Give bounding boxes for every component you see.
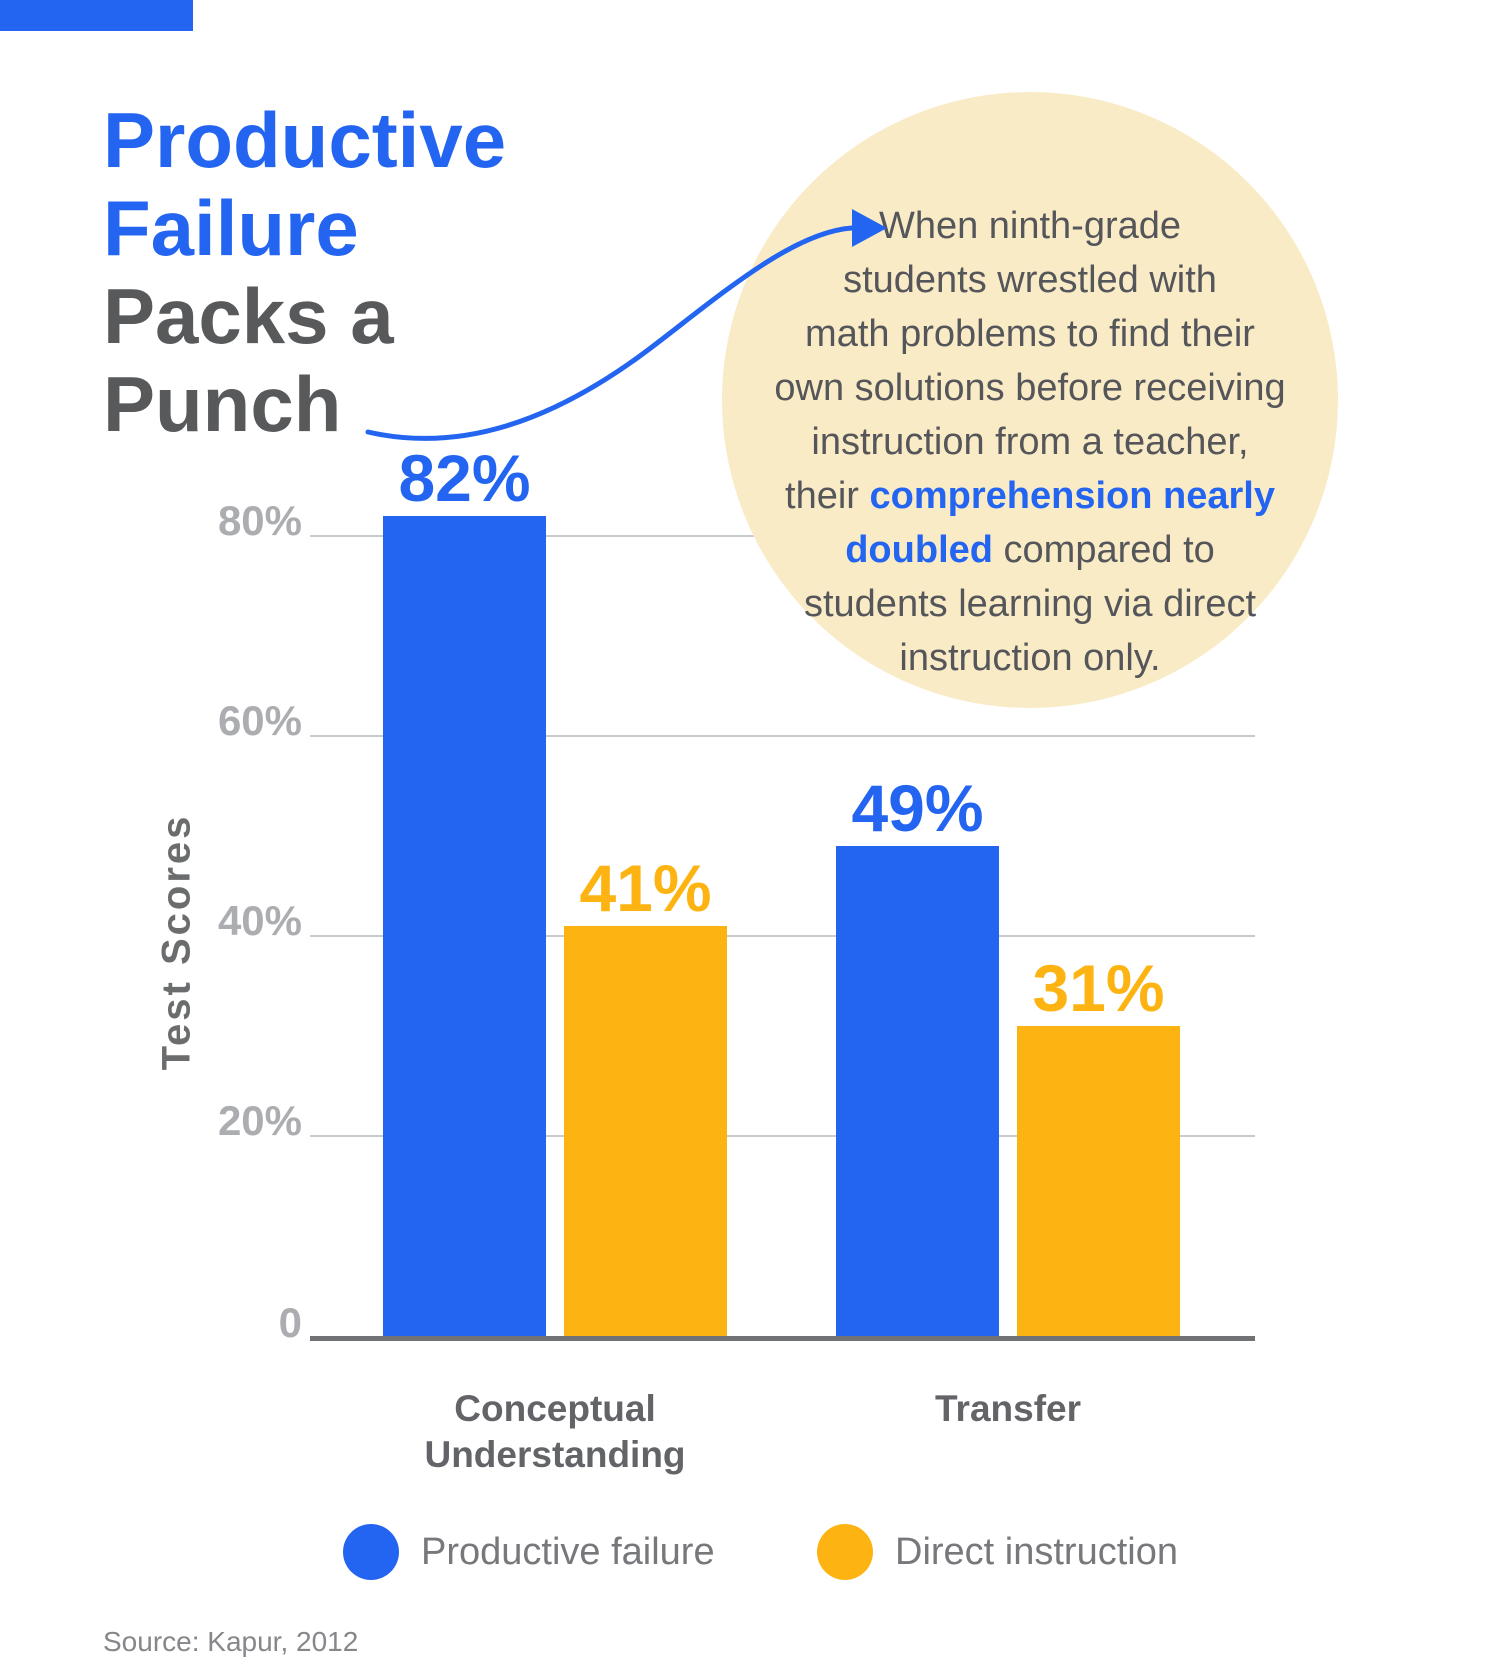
callout-plain-text: math problems to find their — [805, 313, 1255, 355]
gridline-20 — [310, 1135, 1255, 1137]
callout-text-line-7: doubled compared to — [722, 523, 1338, 577]
callout-text-line-3: math problems to find their — [722, 307, 1338, 361]
callout-highlight-text: comprehension nearly — [869, 475, 1275, 517]
legend-swatch-icon — [343, 1524, 399, 1580]
callout-plain-text: instruction only. — [899, 637, 1161, 679]
x-axis-line — [310, 1336, 1255, 1341]
y-tick-label-80: 80% — [217, 497, 302, 544]
callout-text-line-6: their comprehension nearly — [722, 469, 1338, 523]
connector-arrowhead-icon — [852, 209, 887, 247]
page-title: Productive Failure Packs a Punch — [103, 96, 506, 448]
value-label-direct-instruction-transfer: 31% — [1032, 951, 1165, 1025]
callout-text-line-5: instruction from a teacher, — [722, 415, 1338, 469]
top-accent-bar — [0, 0, 193, 31]
legend-swatch-icon — [817, 1524, 873, 1580]
callout-plain-text: students wrestled with — [843, 259, 1217, 301]
legend-label: Productive failure — [421, 1530, 715, 1573]
y-tick-label-60: 60% — [217, 697, 302, 744]
legend-label: Direct instruction — [895, 1530, 1178, 1573]
y-tick-label-20: 20% — [217, 1097, 302, 1144]
y-tick-label-40: 40% — [217, 897, 302, 944]
gridline-60 — [310, 735, 1255, 737]
legend-item-productive-failure: Productive failure — [343, 1524, 715, 1580]
y-axis-title: Test Scores — [154, 813, 199, 1071]
title-line-3: Packs a — [103, 272, 394, 360]
value-label-productive-failure-transfer: 49% — [851, 771, 984, 845]
callout-text-line-4: own solutions before receiving — [722, 361, 1338, 415]
callout-bubble: When ninth-grade students wrestled with ma… — [722, 92, 1338, 708]
category-label-conceptual-understanding: Conceptual Understanding — [424, 1388, 686, 1475]
y-tick-label-0: 0 — [278, 1299, 302, 1346]
source-note: Source: Kapur, 2012 — [103, 1626, 359, 1657]
callout-text-line-2: students wrestled with — [722, 253, 1338, 307]
connector-arrow-curve — [365, 225, 855, 441]
callout-highlight-text: doubled — [845, 529, 993, 571]
callout-text-line-9: instruction only. — [722, 631, 1338, 685]
callout-plain-text: compared to — [992, 529, 1215, 571]
bar-direct-instruction-transfer — [1017, 1026, 1180, 1336]
gridline-40 — [310, 935, 1255, 937]
callout-plain-text: own solutions before receiving — [774, 367, 1286, 409]
callout-text: When ninth-grade students wrestled with ma… — [722, 199, 1338, 685]
value-label-productive-failure-conceptual-understanding: 82% — [398, 441, 531, 515]
bar-direct-instruction-conceptual-understanding — [564, 926, 727, 1336]
callout-plain-text: their — [785, 475, 870, 517]
callout-plain-text: instruction from a teacher, — [811, 421, 1249, 463]
category-label-transfer: Transfer — [934, 1388, 1081, 1429]
title-line-1: Productive — [103, 96, 507, 184]
bar-productive-failure-conceptual-understanding — [383, 516, 546, 1336]
callout-plain-text: When ninth-grade — [878, 205, 1182, 247]
callout-text-line-1: When ninth-grade — [722, 199, 1338, 253]
title-line-2: Failure — [103, 184, 359, 272]
connector-arrow — [365, 209, 887, 441]
callout-text-line-8: students learning via direct — [722, 577, 1338, 631]
callout-plain-text: students learning via direct — [803, 583, 1257, 625]
title-line-4: Punch — [103, 360, 342, 448]
bar-productive-failure-transfer — [836, 846, 999, 1336]
legend-item-direct-instruction: Direct instruction — [817, 1524, 1178, 1580]
value-label-direct-instruction-conceptual-understanding: 41% — [579, 851, 712, 925]
